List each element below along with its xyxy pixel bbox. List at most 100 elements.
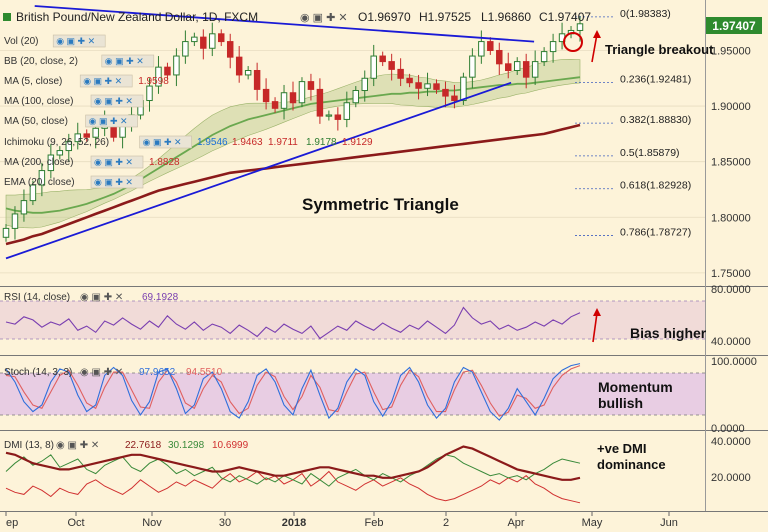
candle-body: [235, 56, 243, 76]
candle: [20, 189, 28, 222]
legend-settings-icons[interactable]: ◉ ▣ ✚ ✕: [105, 56, 144, 66]
candle: [522, 53, 530, 89]
rsi-line: [5, 306, 581, 340]
legend-settings-box[interactable]: [90, 175, 144, 189]
legend-row[interactable]: MA (5, close) ◉ ▣ ✚ ✕ 1.9598: [4, 74, 169, 88]
legend-settings-icons[interactable]: ◉ ▣ ✚ ✕: [83, 76, 122, 86]
breakout-circle: [563, 32, 583, 52]
candle-body: [379, 55, 386, 63]
candle-body: [388, 61, 395, 70]
candle: [173, 48, 180, 87]
rsi-arrow: [592, 308, 601, 343]
legend-row[interactable]: Ichimoku (9, 26, 52, 26) ◉ ▣ ✚ ✕: [4, 135, 192, 149]
candle-body: [316, 88, 324, 117]
pattern-label: Symmetric Triangle: [302, 195, 459, 214]
current-price-tag: [706, 17, 762, 34]
price-tick-label: 1.95000: [711, 45, 751, 57]
candle: [496, 42, 503, 75]
candle-body: [74, 133, 81, 143]
candle: [343, 91, 351, 128]
candle-body: [478, 41, 485, 57]
legend-settings-icons[interactable]: ◉ ▣ ✚ ✕: [56, 36, 95, 46]
legend-value: 1.8828: [149, 157, 180, 168]
candle-body: [83, 133, 90, 138]
candle: [47, 143, 55, 179]
candle-body: [173, 55, 180, 76]
legend-settings-box[interactable]: [52, 34, 106, 48]
stoch-note-line-1: Momentum: [598, 379, 673, 395]
ichimoku-cloud: [5, 59, 581, 229]
legend-label: BB (20, close, 2): [4, 56, 78, 67]
candle: [505, 52, 512, 79]
stoch-settings-icons[interactable]: ◉ ▣ ✚ ✕: [80, 367, 123, 378]
time-tick-label: 2018: [282, 517, 306, 529]
rsi-settings-icons[interactable]: ◉ ▣ ✚ ✕: [80, 292, 123, 303]
stoch-legend-d: 94.5510: [186, 367, 223, 378]
candle-body: [505, 63, 512, 71]
legend-row[interactable]: MA (50, close) ◉ ▣ ✚ ✕: [4, 114, 138, 128]
candle-body: [191, 36, 198, 43]
legend-settings-box[interactable]: [85, 114, 138, 128]
candle-body: [146, 85, 153, 102]
legend-settings-icons[interactable]: ◉ ▣ ✚ ✕: [143, 137, 182, 147]
candle: [540, 47, 548, 67]
candle-body: [253, 69, 261, 90]
candle: [200, 29, 207, 60]
candle: [65, 133, 73, 162]
time-tick-label: Nov: [142, 517, 162, 529]
candle: [397, 58, 404, 87]
legend-row[interactable]: EMA (20, close) ◉ ▣ ✚ ✕: [4, 175, 144, 189]
legend-settings-icons[interactable]: ◉ ▣ ✚ ✕: [94, 177, 133, 187]
candle-body: [11, 213, 19, 229]
ohlc-open: O1.96970: [358, 10, 411, 24]
candle-body: [540, 51, 548, 63]
candle: [262, 78, 270, 110]
dmi-note: +ve DMI dominance: [597, 441, 666, 472]
candle: [155, 56, 162, 94]
candle: [253, 62, 261, 101]
legend-settings-icons[interactable]: ◉ ▣ ✚ ✕: [89, 116, 128, 126]
triangle-lower-trendline: [5, 81, 512, 260]
stoch-tick-lower: 0.0000: [711, 423, 745, 435]
candle-body: [280, 92, 288, 109]
rsi-legend-value: 69.1928: [142, 292, 179, 303]
candle: [334, 107, 342, 131]
candle: [38, 162, 46, 197]
fib-label: 0.618(1.82928): [620, 180, 691, 192]
price-tick-label: 1.80000: [711, 212, 751, 224]
ohlc-close: C1.97407: [539, 10, 591, 24]
stoch-k-line: [5, 363, 581, 421]
instrument-marker: [3, 13, 11, 21]
legend-settings-icons[interactable]: ◉ ▣ ✚ ✕: [94, 96, 133, 106]
candle-body: [262, 88, 270, 103]
triangle-upper-trendline: [34, 5, 535, 43]
legend-row[interactable]: Vol (20) ◉ ▣ ✚ ✕: [4, 34, 106, 48]
rsi-band: [0, 301, 705, 339]
stoch-legend-k: 97.9652: [139, 367, 176, 378]
legend-settings-box[interactable]: [101, 54, 155, 68]
stoch-legend-label: Stoch (14, 3, 3): [4, 367, 72, 378]
candle: [388, 53, 395, 81]
breakout-label: Triangle breakout: [605, 42, 714, 57]
ichimoku-values: 1.9546 1.9463 1.9711 1.9178 1.9129: [197, 137, 373, 148]
candle-body: [307, 81, 315, 90]
legend-row[interactable]: MA (200, close) ◉ ▣ ✚ ✕ 1.8828: [4, 155, 180, 169]
candle-body: [513, 61, 521, 71]
legend-row[interactable]: MA (100, close) ◉ ▣ ✚ ✕: [4, 94, 144, 108]
rsi-tick-upper: 80.0000: [711, 284, 751, 296]
legend-settings-box[interactable]: [139, 135, 192, 149]
dmi-settings-icons[interactable]: ◉ ▣ ✚ ✕: [56, 440, 99, 451]
legend-settings-box[interactable]: [90, 94, 144, 108]
candle-body: [576, 23, 584, 31]
legend-settings-box[interactable]: [79, 74, 133, 88]
legend-settings-icons[interactable]: ◉ ▣ ✚ ✕: [94, 157, 133, 167]
candle-body: [38, 170, 46, 186]
candle: [549, 33, 557, 63]
price-tick-label: 1.85000: [711, 157, 751, 169]
stoch-note-line-2: bullish: [598, 395, 643, 411]
candle-body: [522, 61, 530, 78]
legend-row[interactable]: BB (20, close, 2) ◉ ▣ ✚ ✕: [4, 54, 155, 68]
legend-settings-box[interactable]: [90, 155, 144, 169]
settings-icons[interactable]: ◉ ▣ ✚ ✕: [300, 12, 348, 24]
